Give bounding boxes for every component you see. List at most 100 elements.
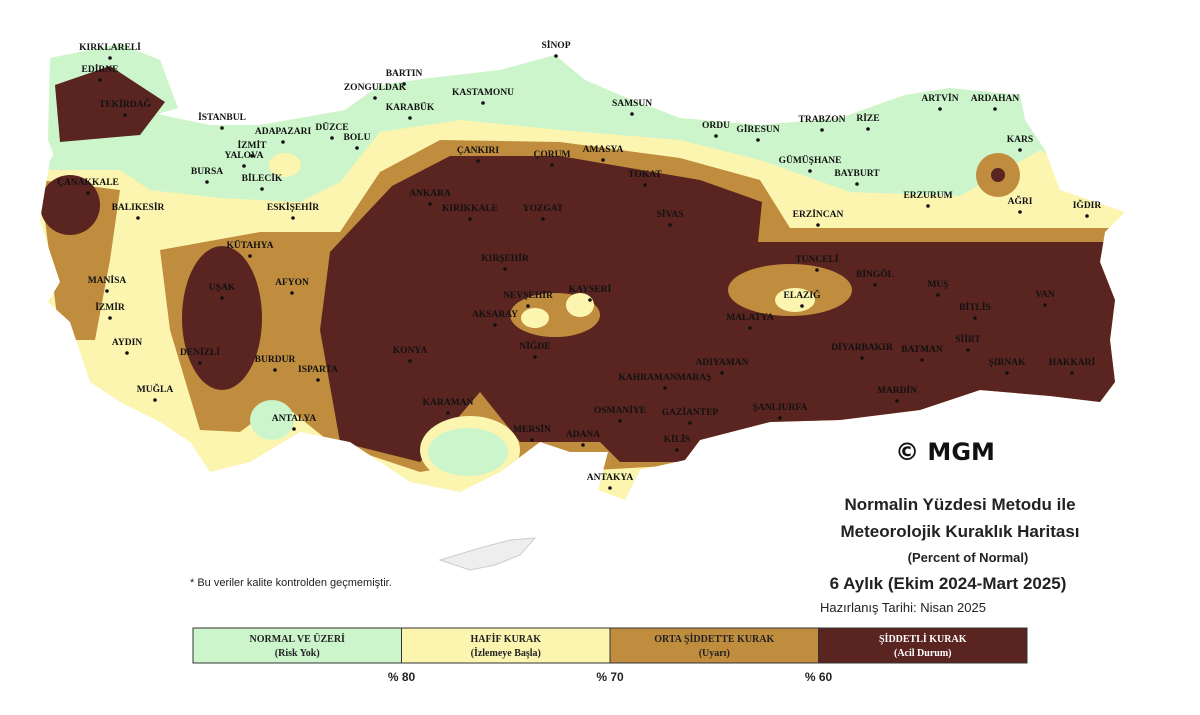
city-label: KARABÜK bbox=[386, 100, 435, 113]
legend-label: HAFİF KURAK bbox=[471, 633, 542, 645]
city-dot bbox=[220, 126, 224, 130]
prepared-date: Hazırlanış Tarihi: Nisan 2025 bbox=[820, 600, 986, 615]
city-label: BİTLİS bbox=[959, 301, 991, 313]
city-label: ÇANKIRI bbox=[457, 146, 500, 156]
city-dot bbox=[873, 283, 877, 287]
city-label: GAZİANTEP bbox=[662, 406, 719, 418]
city-label: BOLU bbox=[344, 133, 371, 143]
legend-sublabel: (Acil Durum) bbox=[894, 648, 952, 659]
city-label: YALOVA bbox=[224, 151, 263, 161]
city-label: ORDU bbox=[702, 121, 730, 131]
city-dot bbox=[330, 136, 334, 140]
legend-label: ORTA ŞİDDETTE KURAK bbox=[654, 633, 774, 645]
city-dot bbox=[481, 101, 485, 105]
title-line: Normalin Yüzdesi Metodu ile bbox=[844, 495, 1075, 514]
city-dot bbox=[1043, 303, 1047, 307]
city-dot bbox=[86, 191, 90, 195]
threshold-label: % 70 bbox=[596, 670, 624, 684]
city-dot bbox=[855, 182, 859, 186]
city-dot bbox=[446, 411, 450, 415]
city-dot bbox=[550, 163, 554, 167]
city-label: KAYSERİ bbox=[569, 283, 612, 295]
city-dot bbox=[533, 355, 537, 359]
city-dot bbox=[938, 107, 942, 111]
city-dot bbox=[688, 421, 692, 425]
city-label: TRABZON bbox=[799, 115, 846, 125]
city-label: BATMAN bbox=[901, 345, 943, 355]
legend-label: ŞİDDETLİ KURAK bbox=[879, 633, 967, 645]
city-dot bbox=[242, 164, 246, 168]
city-label: AMASYA bbox=[583, 145, 624, 155]
city-label: İZMİT bbox=[237, 139, 267, 151]
city-dot bbox=[250, 154, 254, 158]
city-label: VAN bbox=[1035, 290, 1054, 300]
legend-sublabel: (İzlemeye Başla) bbox=[471, 647, 541, 659]
city-dot bbox=[408, 359, 412, 363]
city-label: RİZE bbox=[856, 112, 879, 124]
city-label: BAYBURT bbox=[834, 169, 880, 179]
city-label: MERSİN bbox=[513, 423, 551, 435]
city-dot bbox=[601, 158, 605, 162]
city-label: DÜZCE bbox=[315, 120, 348, 133]
copyright: © MGM bbox=[895, 438, 995, 466]
city-dot bbox=[1070, 371, 1074, 375]
city-dot bbox=[260, 187, 264, 191]
city-label: İSTANBUL bbox=[198, 111, 246, 123]
city-label: ISPARTA bbox=[298, 365, 338, 375]
legend-sublabel: (Uyarı) bbox=[699, 648, 730, 659]
city-dot bbox=[408, 116, 412, 120]
city-dot bbox=[668, 223, 672, 227]
city-dot bbox=[1005, 371, 1009, 375]
city-label: ESKİŞEHİR bbox=[267, 201, 319, 213]
city-dot bbox=[136, 216, 140, 220]
city-label: SİVAS bbox=[657, 208, 684, 220]
city-dot bbox=[630, 112, 634, 116]
city-dot bbox=[778, 416, 782, 420]
title-line: Meteorolojik Kuraklık Haritası bbox=[840, 522, 1079, 541]
city-label: MANİSA bbox=[88, 274, 127, 286]
legend-swatch bbox=[401, 627, 611, 664]
city-label: KAHRAMANMARAŞ bbox=[619, 373, 712, 383]
city-label: DİYARBAKIR bbox=[831, 341, 893, 353]
city-label: ELAZIĞ bbox=[784, 288, 822, 301]
city-label: ANKARA bbox=[409, 189, 451, 199]
city-label: BURSA bbox=[191, 167, 223, 177]
city-label: TUNCELİ bbox=[795, 253, 839, 265]
cyprus bbox=[438, 537, 537, 571]
city-labels: KIRKLARELİ EDİRNE TEKİRDAĞ İSTANBUL İZMİT ADA… bbox=[57, 39, 1101, 490]
city-dot bbox=[123, 113, 127, 117]
city-dot bbox=[1018, 210, 1022, 214]
city-label: MUŞ bbox=[927, 280, 948, 290]
city-label: ŞANLIURFA bbox=[753, 403, 808, 413]
city-dot bbox=[581, 443, 585, 447]
city-label: ÇORUM bbox=[534, 150, 571, 160]
city-dot bbox=[1018, 148, 1022, 152]
city-dot bbox=[355, 146, 359, 150]
city-dot bbox=[503, 267, 507, 271]
city-dot bbox=[428, 202, 432, 206]
city-label: ADAPAZARI bbox=[255, 127, 312, 137]
city-dot bbox=[273, 368, 277, 372]
legend-label: NORMAL VE ÜZERİ bbox=[250, 632, 345, 645]
city-dot bbox=[748, 326, 752, 330]
city-dot bbox=[153, 398, 157, 402]
city-dot bbox=[108, 316, 112, 320]
legend-swatch bbox=[818, 627, 1028, 664]
city-dot bbox=[291, 216, 295, 220]
city-label: SİNOP bbox=[541, 39, 570, 51]
city-dot bbox=[468, 217, 472, 221]
city-label: EDİRNE bbox=[82, 63, 119, 75]
city-dot bbox=[373, 96, 377, 100]
city-dot bbox=[1085, 214, 1089, 218]
city-label: NİĞDE bbox=[519, 339, 550, 352]
city-dot bbox=[675, 448, 679, 452]
city-label: ADANA bbox=[566, 430, 600, 440]
city-label: ADIYAMAN bbox=[696, 358, 749, 368]
legend-sublabel: (Risk Yok) bbox=[275, 648, 320, 659]
city-label: AFYON bbox=[275, 278, 309, 288]
city-label: KIRIKKALE bbox=[442, 204, 498, 214]
city-dot bbox=[198, 361, 202, 365]
city-label: SİİRT bbox=[955, 333, 981, 345]
city-label: İZMİR bbox=[95, 301, 125, 313]
